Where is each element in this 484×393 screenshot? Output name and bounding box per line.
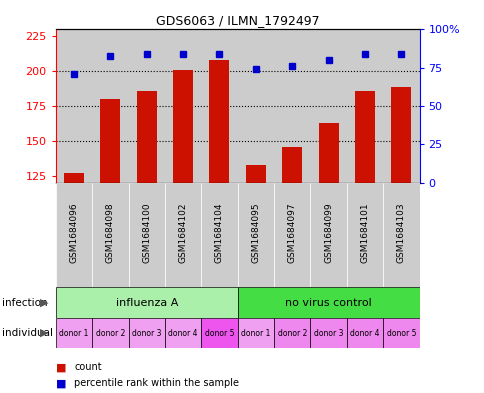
Text: GSM1684098: GSM1684098 xyxy=(106,202,115,263)
Text: individual: individual xyxy=(2,328,53,338)
Bar xyxy=(165,183,201,287)
Title: GDS6063 / ILMN_1792497: GDS6063 / ILMN_1792497 xyxy=(155,14,319,27)
Text: GSM1684104: GSM1684104 xyxy=(214,202,224,263)
Bar xyxy=(354,91,374,183)
Bar xyxy=(237,29,273,183)
Text: GSM1684095: GSM1684095 xyxy=(251,202,260,263)
Bar xyxy=(346,183,382,287)
Bar xyxy=(128,183,165,287)
Bar xyxy=(391,86,410,183)
Bar xyxy=(165,318,201,348)
Bar xyxy=(92,29,128,183)
Bar xyxy=(173,70,193,183)
Text: donor 5: donor 5 xyxy=(386,329,415,338)
Bar xyxy=(100,99,120,183)
Text: GSM1684099: GSM1684099 xyxy=(323,202,333,263)
Text: donor 3: donor 3 xyxy=(313,329,343,338)
Bar xyxy=(56,183,92,287)
Bar xyxy=(136,91,156,183)
Bar xyxy=(310,183,346,287)
Text: count: count xyxy=(74,362,102,373)
Text: ▶: ▶ xyxy=(40,328,48,338)
Text: donor 5: donor 5 xyxy=(204,329,234,338)
Text: donor 2: donor 2 xyxy=(277,329,306,338)
Bar xyxy=(165,29,201,183)
Bar xyxy=(201,318,237,348)
Text: donor 4: donor 4 xyxy=(168,329,197,338)
Text: percentile rank within the sample: percentile rank within the sample xyxy=(74,378,239,388)
Text: GSM1684101: GSM1684101 xyxy=(360,202,369,263)
Bar xyxy=(92,183,128,287)
Bar xyxy=(201,183,237,287)
Text: donor 1: donor 1 xyxy=(59,329,89,338)
Bar xyxy=(273,183,310,287)
Bar xyxy=(382,29,419,183)
Bar xyxy=(237,183,273,287)
Text: GSM1684096: GSM1684096 xyxy=(69,202,78,263)
Text: donor 3: donor 3 xyxy=(132,329,161,338)
Bar xyxy=(56,287,237,318)
Text: influenza A: influenza A xyxy=(115,298,178,308)
Bar xyxy=(273,318,310,348)
Text: donor 1: donor 1 xyxy=(241,329,270,338)
Text: GSM1684097: GSM1684097 xyxy=(287,202,296,263)
Bar xyxy=(273,29,310,183)
Text: infection: infection xyxy=(2,298,48,308)
Bar xyxy=(282,147,302,183)
Bar xyxy=(318,123,338,183)
Bar xyxy=(346,29,382,183)
Bar xyxy=(346,318,382,348)
Bar xyxy=(382,318,419,348)
Bar xyxy=(128,318,165,348)
Text: GSM1684102: GSM1684102 xyxy=(178,202,187,263)
Bar xyxy=(209,60,229,183)
Bar xyxy=(237,287,419,318)
Bar xyxy=(201,29,237,183)
Bar xyxy=(310,318,346,348)
Text: donor 4: donor 4 xyxy=(349,329,379,338)
Bar xyxy=(237,318,273,348)
Bar xyxy=(56,318,92,348)
Bar xyxy=(92,318,128,348)
Bar xyxy=(56,29,92,183)
Text: ■: ■ xyxy=(56,362,66,373)
Text: donor 2: donor 2 xyxy=(95,329,125,338)
Bar xyxy=(382,183,419,287)
Text: no virus control: no virus control xyxy=(285,298,371,308)
Text: ▶: ▶ xyxy=(40,298,48,308)
Bar xyxy=(310,29,346,183)
Text: ■: ■ xyxy=(56,378,66,388)
Text: GSM1684100: GSM1684100 xyxy=(142,202,151,263)
Bar xyxy=(128,29,165,183)
Bar xyxy=(245,165,265,183)
Text: GSM1684103: GSM1684103 xyxy=(396,202,405,263)
Bar xyxy=(64,173,84,183)
